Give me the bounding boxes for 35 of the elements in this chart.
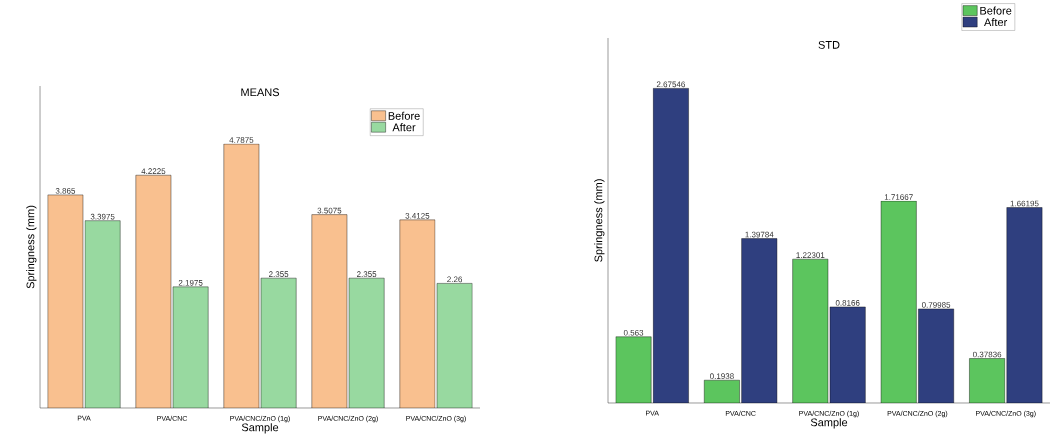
- data-label: 0.1938: [710, 373, 734, 379]
- chart-title: STD: [818, 41, 840, 49]
- data-label: 0.79985: [921, 302, 951, 308]
- data-label: 0.37836: [972, 351, 1002, 358]
- y-axis-title: Springness (mm): [26, 205, 37, 289]
- data-label: 2.26: [447, 276, 463, 283]
- data-label: 4.2225: [141, 168, 166, 174]
- legend-label: Before: [980, 6, 1012, 15]
- data-label: 1.39784: [745, 231, 774, 238]
- data-label: 0.8166: [835, 300, 860, 306]
- data-label: 3.4125: [405, 213, 430, 219]
- data-label: 4.7875: [229, 137, 254, 143]
- data-label: 2.355: [269, 271, 289, 277]
- data-label: 1.22301: [796, 252, 825, 258]
- data-label: 2.1975: [178, 279, 203, 286]
- bar: [1006, 207, 1043, 403]
- data-label: 1.71667: [884, 194, 913, 200]
- legend-label: After: [984, 18, 1008, 27]
- data-label: 2.67546: [656, 81, 685, 88]
- legend-label: Before: [388, 111, 420, 120]
- data-label: 1.66195: [1010, 200, 1039, 207]
- chart-title: MEANS: [241, 88, 280, 97]
- data-label: 2.355: [357, 271, 377, 277]
- data-label: 3.3975: [90, 213, 115, 220]
- x-axis-title: Sample: [241, 423, 279, 434]
- bar: [918, 308, 954, 403]
- data-label: 3.5075: [317, 207, 342, 214]
- bar: [653, 88, 689, 403]
- data-label: 0.563: [623, 329, 644, 336]
- bar: [741, 238, 777, 403]
- y-axis-title: Springness (mm): [594, 179, 605, 262]
- bar: [830, 306, 866, 403]
- legend-label: After: [392, 123, 416, 132]
- data-label: 3.865: [55, 188, 76, 194]
- x-axis-title: Sample: [810, 418, 848, 429]
